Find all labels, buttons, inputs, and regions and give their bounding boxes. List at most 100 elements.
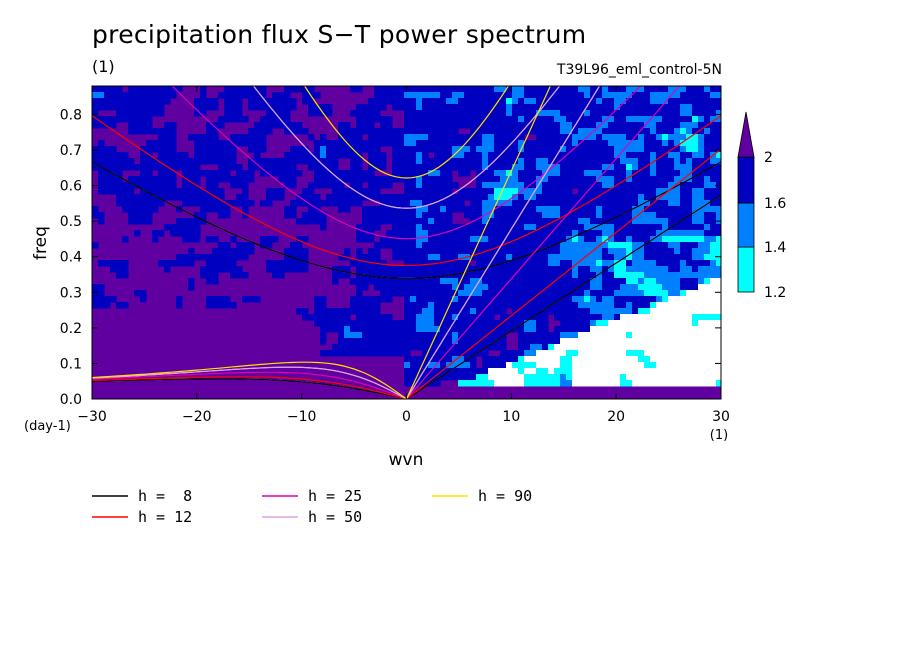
heatmap-cell	[692, 200, 699, 207]
heatmap-cell	[692, 350, 699, 357]
heatmap-cell	[488, 92, 495, 99]
heatmap-cell	[512, 320, 519, 327]
heatmap-cell	[392, 194, 399, 201]
heatmap-cell	[464, 248, 471, 255]
heatmap-cell	[674, 368, 681, 375]
heatmap-cell	[704, 230, 711, 237]
heatmap-cell	[626, 344, 633, 351]
heatmap-cell	[692, 140, 699, 147]
heatmap-cell	[518, 236, 525, 243]
heatmap-cell	[338, 350, 345, 357]
heatmap-cell	[572, 236, 579, 243]
heatmap-cell	[260, 134, 267, 141]
heatmap-cell	[602, 146, 609, 153]
heatmap-cell	[716, 374, 721, 381]
legend-label: h = 12	[138, 508, 192, 526]
heatmap-cell	[500, 194, 507, 201]
heatmap-cell	[596, 188, 603, 195]
heatmap-cell	[554, 206, 561, 213]
heatmap-cell	[674, 110, 681, 117]
heatmap-cell	[494, 374, 501, 381]
heatmap-cell	[506, 224, 513, 231]
heatmap-cell	[500, 368, 507, 375]
heatmap-cell	[320, 134, 327, 141]
heatmap-cell	[146, 200, 153, 207]
heatmap-cell	[536, 242, 543, 249]
heatmap-cell	[614, 290, 621, 297]
heatmap-cell	[710, 254, 717, 261]
heatmap-cell	[692, 86, 699, 93]
heatmap-cell	[128, 92, 135, 99]
heatmap-cell	[392, 332, 399, 339]
heatmap-cell	[470, 92, 477, 99]
colorbar-label: 1.6	[764, 196, 786, 212]
heatmap-cell	[338, 206, 345, 213]
heatmap-cell	[602, 104, 609, 111]
heatmap-cell	[548, 278, 555, 285]
heatmap-cell	[452, 200, 459, 207]
heatmap-cell	[428, 134, 435, 141]
heatmap-cell	[554, 380, 561, 387]
heatmap-cell	[278, 260, 285, 267]
heatmap-cell	[458, 302, 465, 309]
heatmap-cell	[218, 302, 225, 309]
heatmap-cell	[368, 128, 375, 135]
colorbar-segment	[737, 246, 755, 293]
heatmap-cell	[470, 338, 477, 345]
heatmap-cell	[374, 194, 381, 201]
heatmap-cell	[590, 266, 597, 273]
heatmap-cell	[446, 344, 453, 351]
heatmap-cell	[398, 170, 405, 177]
heatmap-cell	[530, 110, 537, 117]
heatmap-cell	[584, 212, 591, 219]
heatmap-cell	[674, 260, 681, 267]
heatmap-cell	[656, 260, 663, 267]
heatmap-cell	[212, 254, 219, 261]
heatmap-cell	[476, 326, 483, 333]
heatmap-cell	[116, 188, 123, 195]
heatmap-cell	[206, 236, 213, 243]
heatmap-cell	[626, 338, 633, 345]
heatmap-cell	[602, 194, 609, 201]
heatmap-cell	[344, 272, 351, 279]
heatmap-cell	[146, 218, 153, 225]
heatmap-cell	[518, 260, 525, 267]
heatmap-cell	[686, 224, 693, 231]
heatmap-cell	[506, 380, 513, 387]
heatmap-cell	[620, 368, 627, 375]
heatmap-cell	[716, 290, 721, 297]
heatmap-cell	[254, 92, 261, 99]
heatmap-cell	[476, 350, 483, 357]
x-axis-title: wvn	[389, 450, 424, 470]
heatmap-cell	[620, 254, 627, 261]
heatmap-cell	[242, 254, 249, 261]
heatmap-cell	[404, 260, 411, 267]
heatmap-cell	[494, 134, 501, 141]
heatmap-cell	[554, 128, 561, 135]
heatmap-cell	[686, 164, 693, 171]
heatmap-cell	[356, 254, 363, 261]
heatmap-cell	[692, 92, 699, 99]
heatmap-cell	[698, 194, 705, 201]
heatmap-cell	[332, 158, 339, 165]
heatmap-cell	[206, 182, 213, 189]
heatmap-cell	[416, 140, 423, 147]
heatmap-cell	[416, 320, 423, 327]
heatmap-cell	[506, 290, 513, 297]
heatmap-cell	[224, 266, 231, 273]
heatmap-cell	[470, 236, 477, 243]
heatmap-cell	[386, 98, 393, 105]
heatmap-cell	[398, 284, 405, 291]
heatmap-cell	[590, 314, 597, 321]
heatmap-cell	[638, 236, 645, 243]
heatmap-cell	[422, 146, 429, 153]
heatmap-cell	[440, 98, 447, 105]
heatmap-cell	[452, 110, 459, 117]
heatmap-cell	[710, 218, 717, 225]
heatmap-cell	[434, 308, 441, 315]
heatmap-cell	[518, 158, 525, 165]
heatmap-cell	[560, 86, 567, 93]
heatmap-cell	[584, 272, 591, 279]
heatmap-cell	[350, 134, 357, 141]
